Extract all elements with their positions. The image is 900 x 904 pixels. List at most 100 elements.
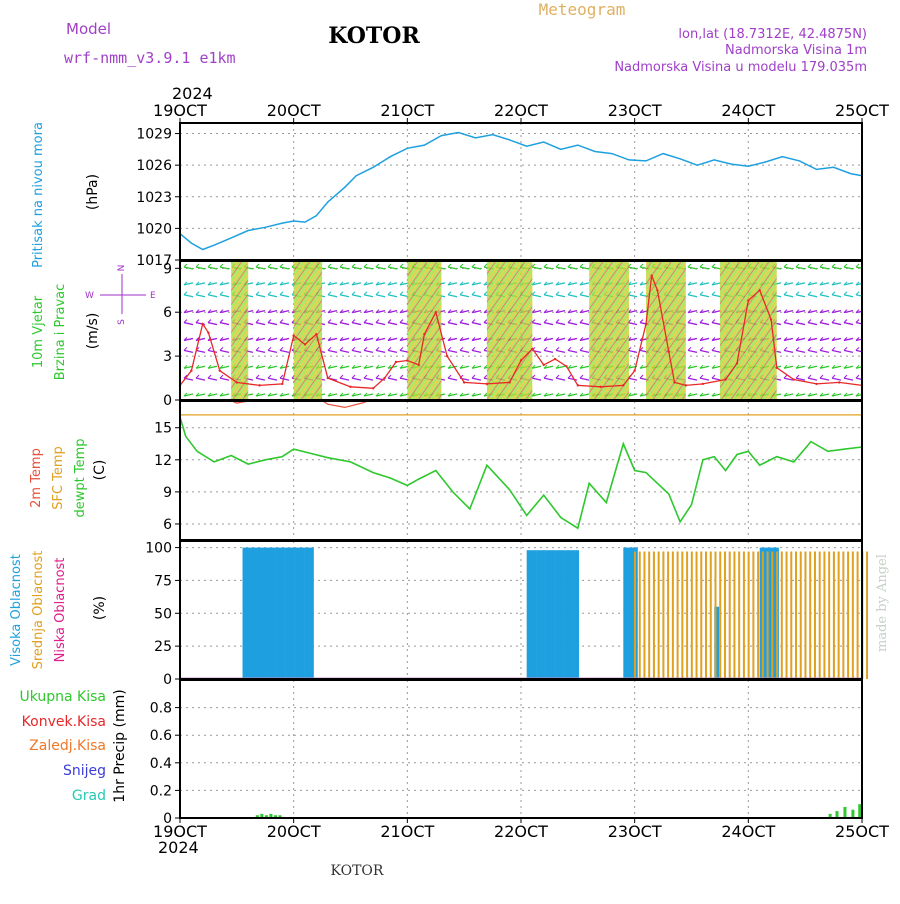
cloud-bar	[526, 550, 532, 679]
wind-arrow-head	[531, 291, 536, 296]
cloud-bar	[559, 550, 565, 679]
wind-speed-point	[292, 334, 295, 337]
precip-bar	[260, 813, 264, 818]
wind-arrow-head	[783, 263, 788, 268]
wind-arrow	[855, 310, 862, 314]
wind-arrow-head	[219, 346, 224, 351]
wind-arrow-head	[555, 337, 560, 341]
wind-arrow	[471, 321, 482, 326]
y-tick-label: 6	[163, 305, 172, 321]
y-tick-label: 1026	[136, 158, 172, 174]
wind-arrow	[567, 321, 578, 326]
wind-arrow	[843, 337, 854, 342]
wind-arrow-head	[267, 392, 272, 397]
wind-arrow	[279, 349, 290, 353]
wind-arrow	[843, 310, 854, 314]
cloud-bar	[747, 551, 750, 679]
wind-arrow	[567, 266, 578, 270]
wind-arrow	[795, 393, 806, 397]
wind-arrow-head	[543, 374, 548, 379]
wind-arrow	[543, 282, 554, 286]
wind-arrow-head	[843, 309, 848, 314]
wind-arrow-head	[711, 291, 716, 296]
wind-arrow-head	[387, 337, 392, 341]
wind-arrow-head	[207, 346, 212, 351]
wind-arrow-head	[363, 281, 368, 286]
wind-arrow-head	[279, 309, 284, 314]
wind-speed-point	[235, 381, 239, 384]
wind-arrow-head	[483, 364, 488, 369]
wind-arrow-head	[555, 392, 560, 397]
wind-arrow-head	[387, 291, 392, 296]
wind-arrow-head	[483, 337, 488, 341]
pressure-point	[264, 226, 266, 228]
cloud-bar	[540, 550, 546, 679]
wind-arrow	[327, 365, 338, 369]
wind-arrow	[387, 321, 398, 326]
wind-arrow	[699, 321, 710, 326]
wind-arrow-head	[699, 291, 704, 296]
cloud-bar	[856, 551, 859, 679]
wind-compass-icon: N S W E	[85, 265, 156, 325]
wind-arrow-head	[327, 392, 332, 397]
wind-arrow	[795, 266, 806, 270]
wind-arrow	[471, 349, 482, 353]
wind-speed-point	[207, 331, 210, 334]
wind-arrow	[807, 310, 818, 314]
wind-arrow	[687, 310, 698, 314]
precip-bar	[269, 813, 273, 818]
wind-arrow	[531, 393, 542, 397]
wind-arrow-head	[831, 263, 836, 268]
wind-arrow-head	[855, 364, 860, 369]
wind-arrow	[843, 349, 854, 353]
wind-arrow	[843, 377, 854, 381]
wind-arrow-head	[639, 291, 644, 296]
wind-arrow	[219, 377, 230, 381]
wind-arrow-head	[579, 392, 584, 397]
wind-speed-point	[315, 332, 318, 336]
y-tick-label: 6	[163, 517, 172, 533]
wind-arrow	[459, 349, 470, 353]
cloud-bar	[733, 551, 736, 679]
wind-arrow	[339, 365, 350, 369]
wind-arrow	[783, 365, 794, 369]
wind-arrow-head	[267, 263, 272, 268]
wind-arrow-head	[267, 374, 272, 379]
wind-arrow	[471, 266, 482, 270]
wind-arrow	[543, 321, 554, 326]
wind-arrow	[543, 393, 554, 397]
wind-speed-point	[190, 369, 193, 372]
wind-arrow-head	[399, 291, 404, 296]
wind-arrow	[387, 266, 398, 270]
wind-arrow-head	[543, 364, 548, 369]
wind-arrow-head	[279, 346, 284, 351]
wind-arrow-head	[219, 309, 224, 314]
wind-band	[293, 261, 323, 400]
cloud-label-1: Visoka Oblacnost	[9, 554, 24, 666]
wind-arrow	[363, 266, 374, 270]
wind-arrow-head	[843, 319, 848, 323]
wind-arrow-head	[351, 392, 356, 397]
wind-arrow-head	[819, 374, 824, 379]
wind-speed-point	[508, 381, 511, 384]
wind-arrow	[195, 377, 206, 381]
wind-arrow	[543, 266, 554, 270]
wind-arrow-head	[327, 364, 332, 369]
pressure-point	[730, 163, 732, 165]
wind-arrow-head	[555, 319, 560, 323]
wind-arrow	[579, 310, 590, 314]
wind-arrow-head	[567, 392, 572, 397]
wind-arrow-head	[255, 319, 260, 323]
wind-arrow	[711, 365, 722, 369]
wind-arrow-head	[375, 291, 380, 296]
wind-arrow	[219, 349, 230, 353]
wind-arrow	[219, 337, 230, 342]
wind-arrow-head	[711, 346, 716, 351]
wind-arrow-head	[687, 392, 692, 397]
wind-arrow-head	[699, 319, 704, 323]
wind-arrow	[819, 349, 830, 353]
pressure-point	[747, 165, 749, 167]
pressure-point	[423, 144, 425, 146]
cloud-bar	[242, 547, 248, 679]
wind-arrow	[279, 337, 290, 342]
